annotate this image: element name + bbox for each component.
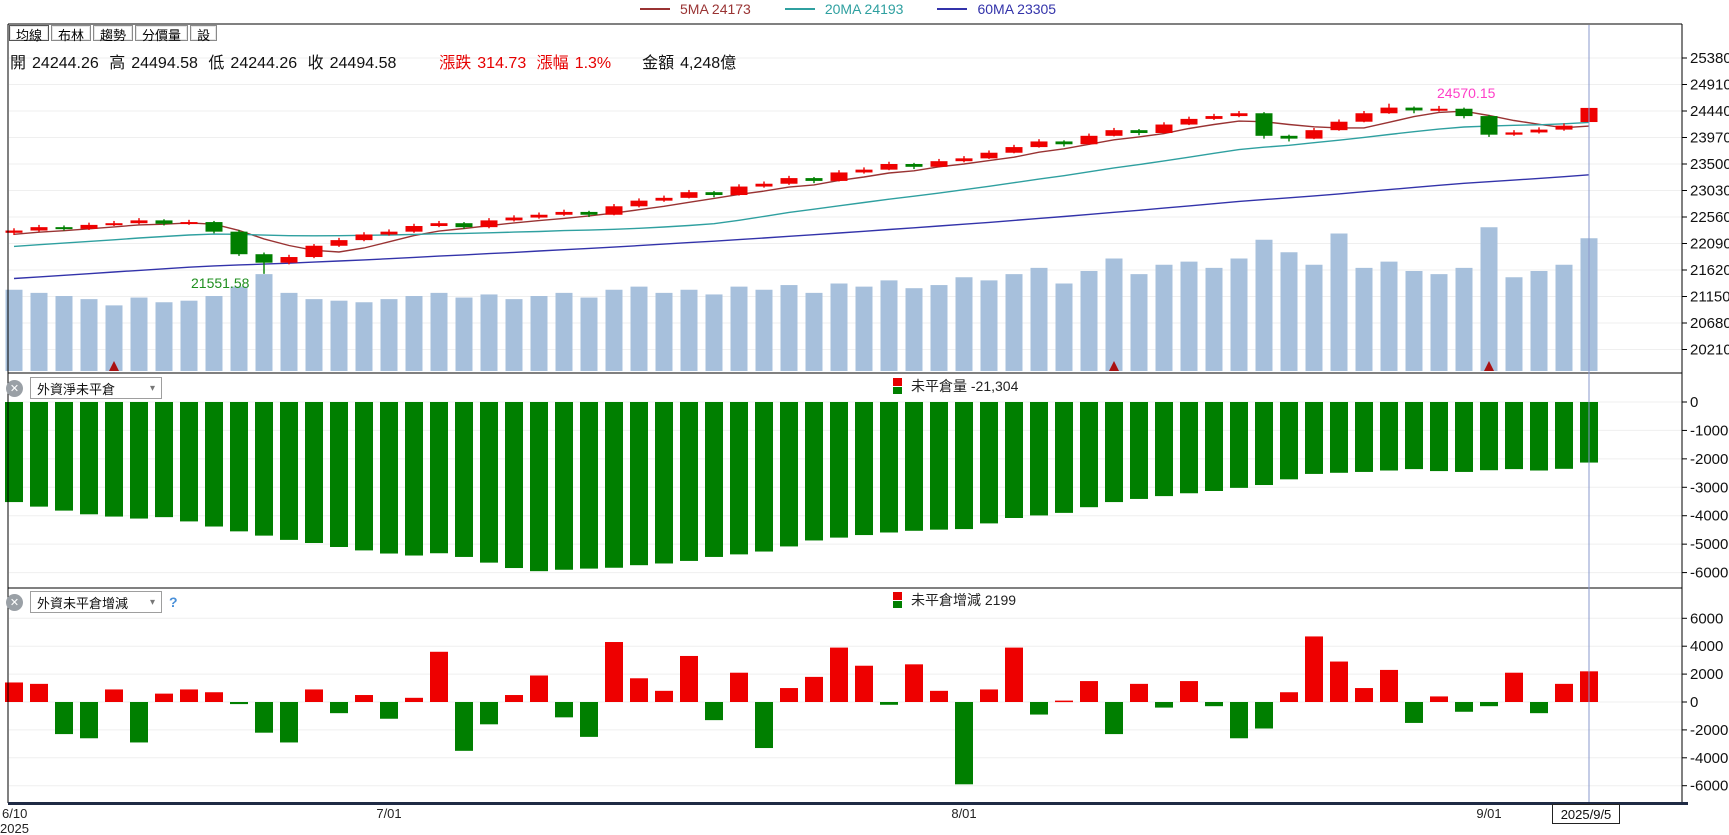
high-value: 24494.58 bbox=[131, 55, 198, 72]
net-oi-indicator-dropdown[interactable]: 外資淨未平倉 ▾ bbox=[30, 377, 162, 399]
svg-text:2000: 2000 bbox=[1690, 666, 1723, 683]
high-label: 高 bbox=[109, 55, 126, 72]
svg-text:20680: 20680 bbox=[1690, 315, 1729, 332]
change-value: 314.73 bbox=[477, 55, 527, 72]
ma-lines bbox=[13, 110, 1590, 280]
ma60-line bbox=[13, 174, 1590, 280]
svg-text:0: 0 bbox=[1690, 694, 1698, 711]
x-axis-label-start-year: 2025 bbox=[0, 821, 29, 835]
ma20-line-icon bbox=[784, 8, 815, 10]
open-value: 24244.26 bbox=[32, 55, 99, 72]
quote-bar: 開 24244.26 高 24494.58 低 24244.26 收 24494.58 … bbox=[10, 49, 742, 73]
bar-series-icon bbox=[893, 378, 902, 394]
ma5-legend-item: 5MA 24173 bbox=[640, 1, 751, 17]
ma60-legend-label: 60MA 23305 bbox=[977, 1, 1057, 17]
svg-text:22090: 22090 bbox=[1690, 236, 1729, 253]
swing-low-annotation: 21551.58 bbox=[191, 275, 250, 291]
change-pct-label: 漲幅 bbox=[536, 55, 569, 72]
ma20-legend-item: 20MA 24193 bbox=[784, 1, 904, 17]
ma5-line bbox=[13, 110, 1590, 253]
volume-markers bbox=[109, 361, 1494, 371]
svg-text:20210: 20210 bbox=[1690, 342, 1729, 359]
svg-text:6000: 6000 bbox=[1690, 610, 1723, 627]
help-icon[interactable]: ? bbox=[169, 594, 178, 610]
open-label: 開 bbox=[10, 55, 27, 72]
oi-change-indicator-dropdown[interactable]: 外資未平倉增減 ▾ bbox=[30, 591, 162, 613]
cursor-date-box: 2025/9/5 bbox=[1552, 804, 1620, 824]
svg-text:-60000: -60000 bbox=[1690, 565, 1729, 582]
ma60-line-icon bbox=[937, 8, 968, 10]
toolbar-button-ma[interactable]: 均線 bbox=[9, 25, 50, 43]
net-oi-legend-label: 未平倉量 -21,304 bbox=[911, 378, 1019, 394]
svg-text:21620: 21620 bbox=[1690, 262, 1729, 279]
x-axis-label-start-date: 6/10 bbox=[2, 806, 28, 821]
svg-text:-40000: -40000 bbox=[1690, 508, 1729, 525]
svg-text:-10000: -10000 bbox=[1690, 422, 1729, 439]
svg-text:24440: 24440 bbox=[1690, 103, 1729, 120]
svg-text:23970: 23970 bbox=[1690, 130, 1729, 147]
svg-text:22560: 22560 bbox=[1690, 209, 1729, 226]
svg-text:23030: 23030 bbox=[1690, 183, 1729, 200]
panel-borders bbox=[7, 23, 1688, 805]
toolbar-button-volume-profile[interactable]: 分價量 bbox=[135, 25, 189, 43]
low-label: 低 bbox=[208, 55, 225, 72]
amount-value: 4,248億 bbox=[680, 55, 737, 72]
ma60-legend-item: 60MA 23305 bbox=[937, 1, 1056, 17]
low-value: 24244.26 bbox=[230, 55, 298, 72]
alert-triangle-icon bbox=[1484, 361, 1494, 371]
ma-legend: 5MA 24173 20MA 24193 60MA 23305 bbox=[640, 1, 1056, 17]
oi-change-dropdown-value: 外資未平倉增減 bbox=[37, 595, 129, 611]
x-axis-label-july: 7/01 bbox=[376, 806, 402, 821]
close-label: 收 bbox=[307, 55, 324, 72]
alert-triangle-icon bbox=[109, 361, 119, 371]
svg-text:-4000: -4000 bbox=[1690, 750, 1728, 767]
ma20-line bbox=[13, 121, 1590, 248]
svg-text:21150: 21150 bbox=[1690, 289, 1729, 306]
net-oi-dropdown-value: 外資淨未平倉 bbox=[37, 381, 116, 397]
close-net-oi-panel-icon[interactable]: ✕ bbox=[6, 379, 23, 397]
oi-change-legend-label: 未平倉增減 2199 bbox=[911, 592, 1017, 608]
oi-change-bars bbox=[5, 636, 1598, 785]
alert-triangle-icon bbox=[1109, 361, 1119, 371]
toolbar-button-bollinger[interactable]: 布林 bbox=[51, 25, 92, 43]
svg-text:-50000: -50000 bbox=[1690, 536, 1729, 553]
chevron-down-icon: ▾ bbox=[149, 382, 155, 394]
volume-bars bbox=[5, 227, 1598, 371]
ma5-legend-label: 5MA 24173 bbox=[680, 1, 751, 17]
svg-text:23500: 23500 bbox=[1690, 156, 1729, 173]
swing-high-annotation: 24570.15 bbox=[1437, 85, 1496, 101]
amount-label: 金額 bbox=[642, 55, 675, 72]
indicator-toolbar: 均線 布林 趨勢 分價量 設 bbox=[9, 25, 218, 43]
svg-text:4000: 4000 bbox=[1690, 638, 1723, 655]
svg-text:-6000: -6000 bbox=[1690, 778, 1728, 795]
net-oi-panel-legend: 未平倉量 -21,304 bbox=[893, 376, 1018, 396]
bar-series-icon bbox=[893, 592, 902, 608]
toolbar-button-trend[interactable]: 趨勢 bbox=[93, 25, 134, 43]
right-axis-labels: 25380 24910 24440 23970 23500 23030 22560 22090… bbox=[1682, 50, 1729, 795]
svg-text:-2000: -2000 bbox=[1690, 722, 1728, 739]
x-axis-label-august: 8/01 bbox=[951, 806, 977, 821]
ma20-legend-label: 20MA 24193 bbox=[824, 1, 904, 17]
svg-text:25380: 25380 bbox=[1690, 50, 1729, 67]
candlestick-series bbox=[5, 103, 1598, 274]
svg-text:0: 0 bbox=[1690, 394, 1698, 411]
change-label: 漲跌 bbox=[439, 55, 472, 72]
ma5-line-icon bbox=[640, 8, 670, 10]
toolbar-button-settings[interactable]: 設 bbox=[190, 25, 218, 43]
change-pct-value: 1.3% bbox=[574, 55, 612, 72]
x-axis-label-september: 9/01 bbox=[1476, 806, 1502, 821]
net-oi-bars bbox=[5, 402, 1598, 572]
close-oi-change-panel-icon[interactable]: ✕ bbox=[6, 593, 23, 611]
oi-change-panel-header: ✕ 外資未平倉增減 ▾ ? bbox=[6, 591, 178, 613]
svg-text:-30000: -30000 bbox=[1690, 479, 1729, 496]
net-oi-panel-header: ✕ 外資淨未平倉 ▾ bbox=[6, 377, 162, 399]
oi-change-panel-legend: 未平倉增減 2199 bbox=[893, 590, 1016, 610]
svg-text:24910: 24910 bbox=[1690, 77, 1729, 94]
chevron-down-icon: ▾ bbox=[149, 596, 155, 608]
close-value: 24494.58 bbox=[329, 55, 397, 72]
